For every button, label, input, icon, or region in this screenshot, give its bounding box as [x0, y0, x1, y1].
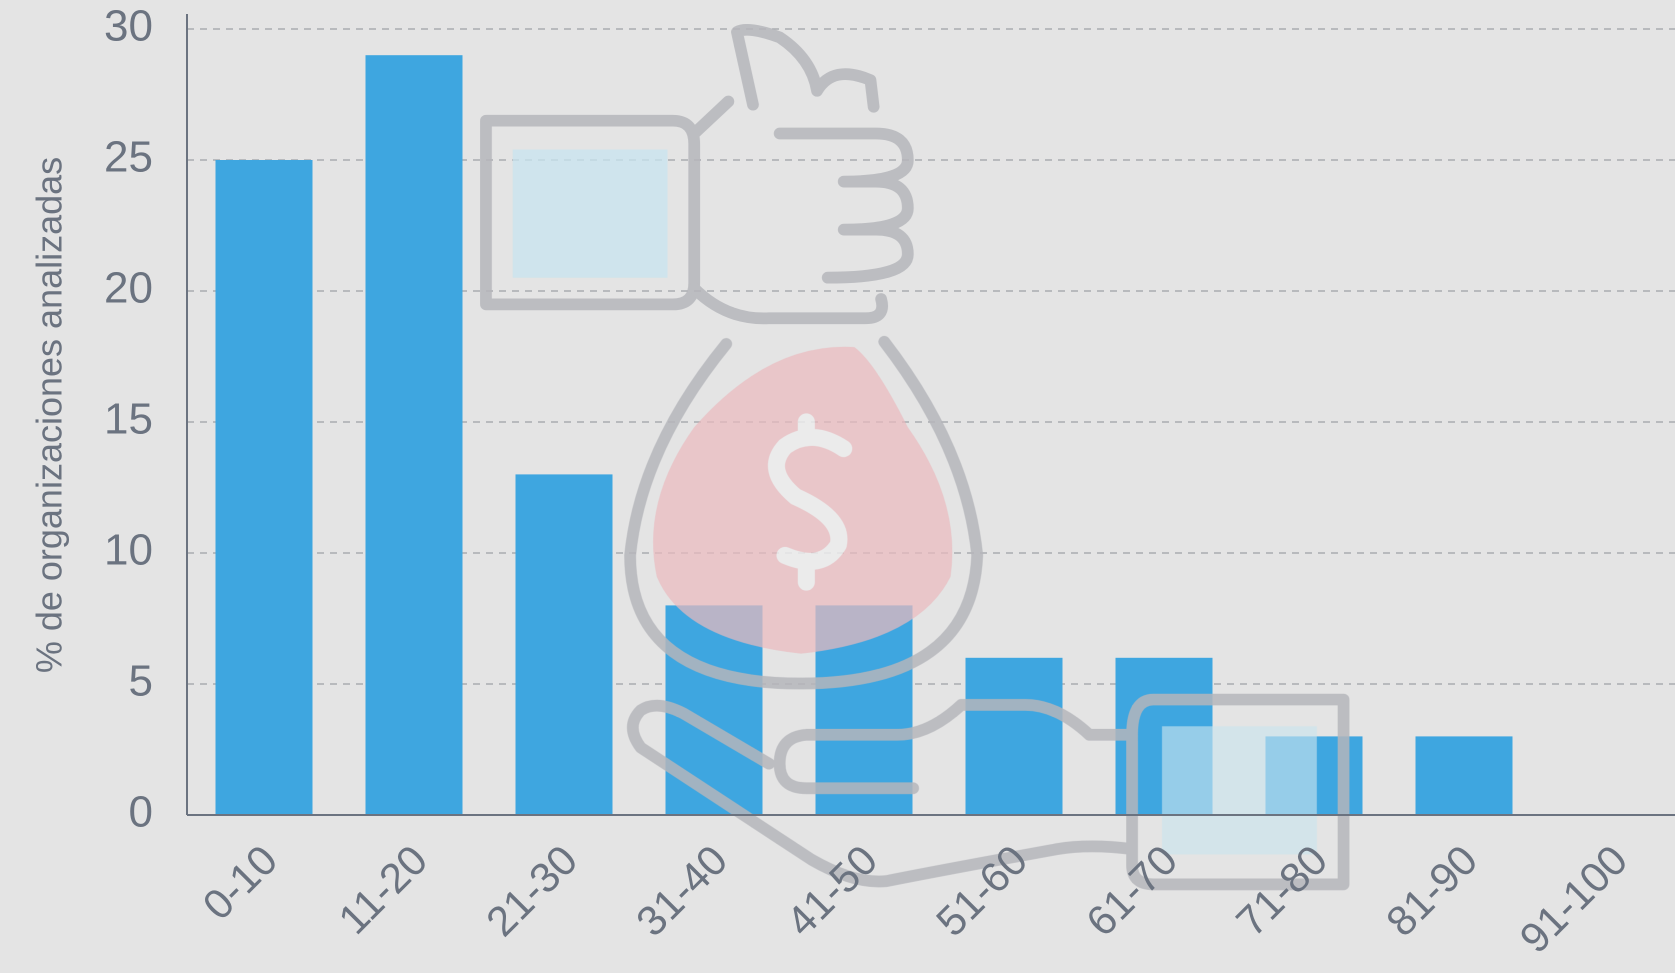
y-tick-label: 25	[104, 133, 153, 182]
y-tick-label: 0	[129, 788, 153, 837]
bar	[216, 160, 313, 815]
bar	[1416, 736, 1513, 815]
page: {"chart_data": {"type": "bar", "y_label"…	[0, 0, 1675, 973]
chart: % de organizaciones analizadas 0 5 10 15 20 2…	[0, 0, 1675, 973]
y-tick-label: 5	[129, 657, 153, 706]
bar	[366, 55, 463, 815]
y-tick-label: 15	[104, 395, 153, 444]
y-tick-label: 20	[104, 264, 153, 313]
y-axis-label: % de organizaciones analizadas	[29, 157, 70, 673]
bar	[966, 658, 1063, 815]
y-tick-label: 10	[104, 526, 153, 575]
bar	[516, 474, 613, 815]
y-tick-label: 30	[104, 2, 153, 51]
